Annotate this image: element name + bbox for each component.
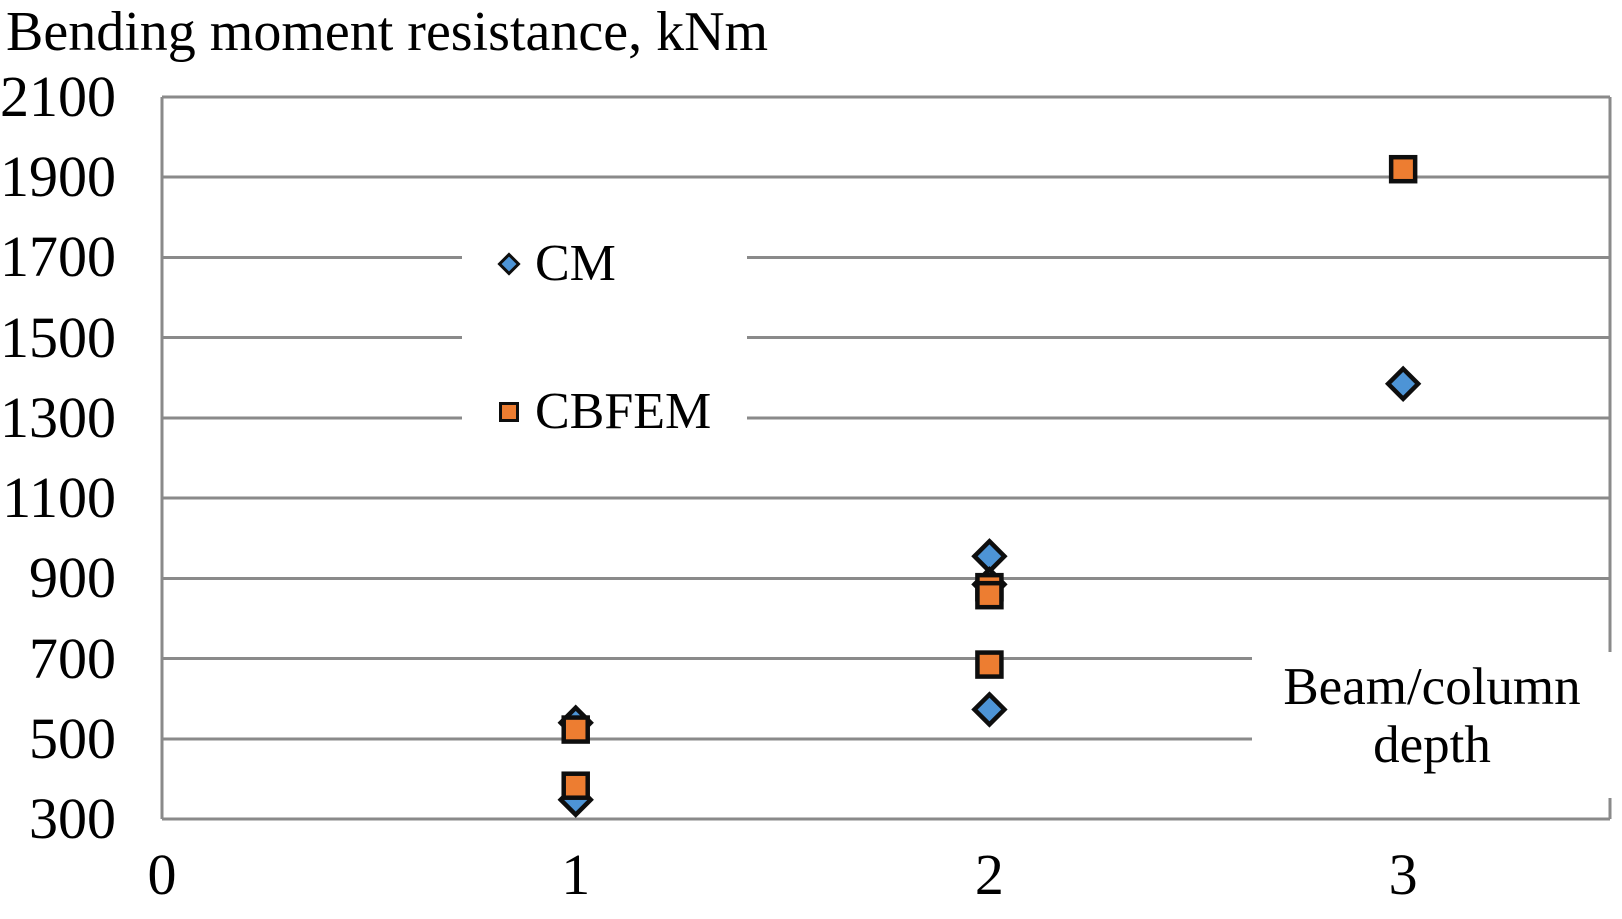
cbfem-square-icon <box>499 402 519 422</box>
y-tick-label: 700 <box>29 625 116 691</box>
legend: CM CBFEM <box>462 230 747 445</box>
cm-marker <box>1384 365 1422 402</box>
legend-item-cbfem[interactable]: CBFEM <box>496 386 711 438</box>
chart-title: Bending moment resistance, kNm <box>6 1 769 63</box>
x-tick-label: 1 <box>561 842 591 907</box>
y-tick-label: 1700 <box>0 224 116 290</box>
y-tick-label: 900 <box>29 545 116 611</box>
y-tick-label: 300 <box>29 786 116 851</box>
cm-marker <box>971 691 1008 728</box>
cbfem-marker <box>1388 154 1418 184</box>
x-axis-title: Beam/column depth <box>1252 652 1612 798</box>
cbfem-marker <box>975 650 1004 679</box>
x-tick-label: 3 <box>1388 842 1418 907</box>
x-tick-label: 2 <box>974 842 1004 907</box>
cm-diamond-icon <box>497 252 521 276</box>
y-tick-label: 1500 <box>0 304 116 370</box>
legend-item-cm[interactable]: CM <box>496 238 616 290</box>
y-tick-label: 2100 <box>0 64 116 129</box>
legend-label-cbfem: CBFEM <box>535 383 712 440</box>
y-tick-label: 1100 <box>2 465 116 531</box>
y-tick-label: 1300 <box>0 384 116 450</box>
x-axis-title-line2: depth <box>1373 716 1491 774</box>
x-axis-title-line1: Beam/column <box>1283 658 1581 716</box>
x-tick-label: 0 <box>147 842 177 907</box>
cbfem-marker <box>561 715 590 744</box>
cbfem-marker <box>975 580 1004 610</box>
cbfem-marker <box>561 771 590 800</box>
legend-label-cm: CM <box>535 235 616 292</box>
y-tick-label: 1900 <box>0 144 116 210</box>
y-tick-label: 500 <box>29 705 116 771</box>
